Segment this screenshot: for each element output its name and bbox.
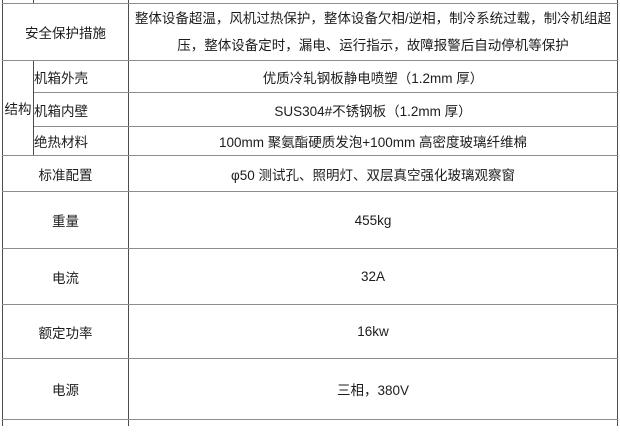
- row-label: 机箱外壳: [33, 60, 129, 93]
- table-row-safety: 安全保护措施 整体设备超温，风机过热保护，整体设备欠相/逆相，制冷系统过载，制冷…: [2, 3, 618, 61]
- row-label: 额定功率: [2, 304, 129, 359]
- row-label: 安全保护措施: [2, 3, 129, 61]
- table-row-rated-power: 额定功率 16kw: [2, 304, 618, 359]
- table-row-cropped-bottom: [2, 419, 618, 426]
- row-label: 机箱内壁: [33, 92, 129, 127]
- row-label: 电源: [2, 358, 129, 420]
- safety-value-line-2: 压，整体设备定时，漏电、运行指示，故障报警后自动停机等保护: [177, 38, 569, 53]
- table-row-shell: 结构 机箱外壳 优质冷轧钢板静电喷塑（1.2mm 厚）: [2, 60, 618, 156]
- cropped-cell: [2, 419, 129, 426]
- row-value: 455kg: [128, 191, 618, 249]
- row-value: 100mm 聚氨酯硬质发泡+100mm 高密度玻璃纤维棉: [128, 126, 618, 156]
- row-label: 标准配置: [2, 155, 129, 192]
- row-value: SUS304#不锈钢板（1.2mm 厚）: [128, 92, 618, 127]
- row-value: 16kw: [128, 304, 618, 359]
- table-row-standard-config: 标准配置 φ50 测试孔、照明灯、双层真空强化玻璃观察窗: [2, 155, 618, 192]
- row-value: 32A: [128, 248, 618, 305]
- table-row-inner-wall: 机箱内壁 SUS304#不锈钢板（1.2mm 厚）: [3, 92, 618, 127]
- structure-group-label: 结构: [2, 60, 34, 156]
- row-label: 重量: [2, 191, 129, 249]
- table-row-insulation: 绝热材料 100mm 聚氨酯硬质发泡+100mm 高密度玻璃纤维棉: [3, 126, 618, 156]
- row-value: 三相，380V: [128, 358, 618, 420]
- spec-table: 安全保护措施 整体设备超温，风机过热保护，整体设备欠相/逆相，制冷系统过载，制冷…: [2, 0, 618, 426]
- table-row-weight: 重量 455kg: [2, 191, 618, 249]
- row-label: 绝热材料: [33, 126, 129, 156]
- cropped-cell: [128, 419, 618, 426]
- row-value: φ50 测试孔、照明灯、双层真空强化玻璃观察窗: [128, 155, 618, 192]
- row-label: 电流: [2, 248, 129, 305]
- table-row-power-supply: 电源 三相，380V: [2, 358, 618, 420]
- table-row-current: 电流 32A: [2, 248, 618, 305]
- row-value: 整体设备超温，风机过热保护，整体设备欠相/逆相，制冷系统过载，制冷机组超 压，整…: [128, 3, 618, 61]
- safety-value-line-1: 整体设备超温，风机过热保护，整体设备欠相/逆相，制冷系统过载，制冷机组超: [134, 11, 612, 26]
- row-value: 优质冷轧钢板静电喷塑（1.2mm 厚）: [128, 60, 618, 93]
